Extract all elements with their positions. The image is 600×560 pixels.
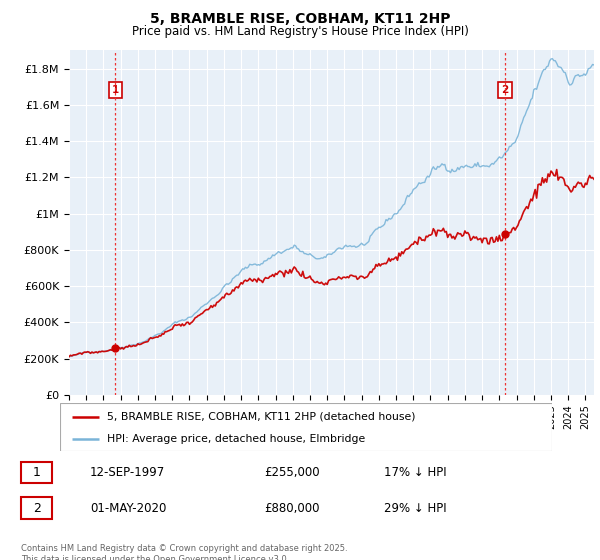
Text: 2: 2 — [32, 502, 41, 515]
FancyBboxPatch shape — [21, 462, 52, 483]
Text: 29% ↓ HPI: 29% ↓ HPI — [384, 502, 446, 515]
Text: 5, BRAMBLE RISE, COBHAM, KT11 2HP: 5, BRAMBLE RISE, COBHAM, KT11 2HP — [150, 12, 450, 26]
Text: 17% ↓ HPI: 17% ↓ HPI — [384, 466, 446, 479]
Text: 1: 1 — [32, 466, 41, 479]
Text: 1: 1 — [112, 85, 119, 95]
Text: 01-MAY-2020: 01-MAY-2020 — [90, 502, 166, 515]
FancyBboxPatch shape — [21, 497, 52, 519]
Text: 5, BRAMBLE RISE, COBHAM, KT11 2HP (detached house): 5, BRAMBLE RISE, COBHAM, KT11 2HP (detac… — [107, 412, 415, 422]
Text: HPI: Average price, detached house, Elmbridge: HPI: Average price, detached house, Elmb… — [107, 434, 365, 444]
Text: 12-SEP-1997: 12-SEP-1997 — [90, 466, 165, 479]
Text: £255,000: £255,000 — [264, 466, 320, 479]
Text: 2: 2 — [502, 85, 509, 95]
Text: Price paid vs. HM Land Registry's House Price Index (HPI): Price paid vs. HM Land Registry's House … — [131, 25, 469, 38]
Text: Contains HM Land Registry data © Crown copyright and database right 2025.
This d: Contains HM Land Registry data © Crown c… — [21, 544, 347, 560]
Text: £880,000: £880,000 — [264, 502, 320, 515]
